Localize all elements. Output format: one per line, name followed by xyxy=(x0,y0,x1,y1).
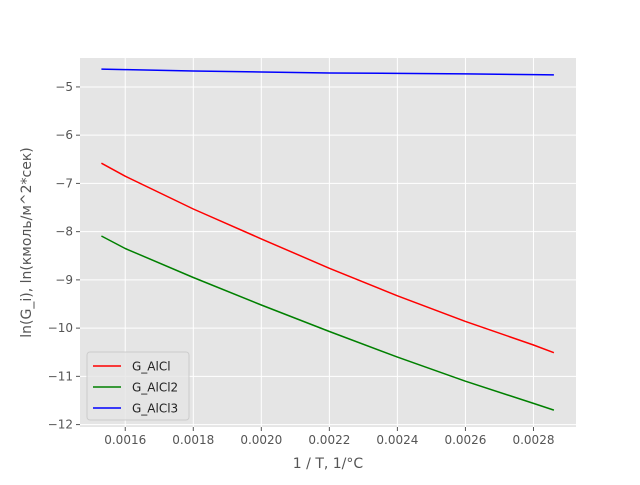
legend-label-g-alcl3: G_AlCl3 xyxy=(132,402,178,416)
y-tick-label: −9 xyxy=(55,273,73,287)
x-axis-title: 1 / T, 1/°C xyxy=(293,456,364,472)
series-line-g-alcl2 xyxy=(101,235,555,411)
legend: G_AlCl G_AlCl2 G_AlCl3 xyxy=(86,351,190,421)
legend-label-g-alcl2: G_AlCl2 xyxy=(132,381,178,395)
y-tick-label: −5 xyxy=(55,80,73,94)
x-tick-label: 0.0018 xyxy=(172,433,214,447)
y-tick-label: −6 xyxy=(55,128,73,142)
y-tick-label: −12 xyxy=(48,418,73,432)
y-tick-label: −7 xyxy=(55,176,73,190)
axis-ticks: 0.0016 0.0018 0.0020 0.0022 0.0024 0.0026 0.00… xyxy=(48,80,555,447)
x-tick-label: 0.0024 xyxy=(376,433,418,447)
series-line-g-alcl xyxy=(101,162,555,354)
x-tick-label: 0.0026 xyxy=(444,433,486,447)
x-tick-label: 0.0016 xyxy=(104,433,146,447)
legend-label-g-alcl: G_AlCl xyxy=(132,360,171,374)
y-tick-label: −10 xyxy=(48,321,73,335)
y-axis-title: ln(G_i), ln(кмоль/м^2*сек) xyxy=(19,147,35,337)
x-tick-label: 0.0028 xyxy=(512,433,554,447)
grid-lines xyxy=(80,58,576,427)
series-lines xyxy=(101,68,555,411)
legend-box xyxy=(86,351,190,421)
y-tick-label: −11 xyxy=(48,369,73,383)
y-tick-label: −8 xyxy=(55,225,73,239)
series-line-g-alcl3 xyxy=(101,68,554,76)
x-tick-label: 0.0022 xyxy=(308,433,350,447)
x-tick-label: 0.0020 xyxy=(240,433,282,447)
